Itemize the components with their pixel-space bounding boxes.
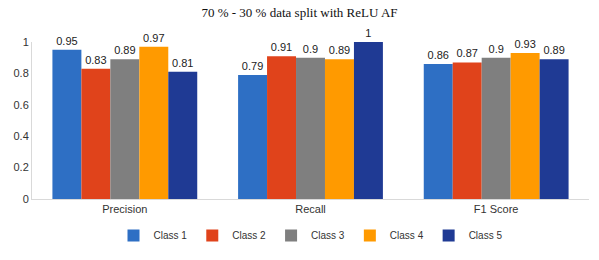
- svg-text:0.93: 0.93: [514, 38, 535, 50]
- svg-text:Class 3: Class 3: [311, 230, 345, 241]
- svg-text:70 % - 30 % data split with Re: 70 % - 30 % data split with ReLU AF: [201, 5, 397, 20]
- svg-text:0: 0: [23, 193, 29, 205]
- svg-text:Recall: Recall: [295, 203, 326, 215]
- svg-text:1: 1: [23, 36, 29, 48]
- svg-text:Class 5: Class 5: [469, 230, 503, 241]
- svg-text:0.8: 0.8: [14, 67, 29, 79]
- svg-text:0.89: 0.89: [114, 44, 135, 56]
- svg-text:0.91: 0.91: [271, 41, 292, 53]
- svg-text:Class 1: Class 1: [154, 230, 188, 241]
- svg-text:0.86: 0.86: [428, 49, 449, 61]
- svg-text:0.95: 0.95: [56, 35, 77, 47]
- svg-text:F1 Score: F1 Score: [474, 203, 519, 215]
- svg-text:1: 1: [365, 27, 371, 39]
- svg-text:0.4: 0.4: [14, 130, 29, 142]
- svg-text:0.9: 0.9: [303, 43, 318, 55]
- svg-text:0.79: 0.79: [242, 60, 263, 72]
- svg-text:0.89: 0.89: [329, 44, 350, 56]
- svg-text:0.97: 0.97: [143, 32, 164, 44]
- svg-text:0.81: 0.81: [172, 57, 193, 69]
- svg-text:0.89: 0.89: [543, 44, 564, 56]
- svg-text:0.87: 0.87: [456, 47, 477, 59]
- svg-text:Class 2: Class 2: [232, 230, 266, 241]
- svg-text:0.83: 0.83: [85, 54, 106, 66]
- svg-text:0.9: 0.9: [489, 43, 504, 55]
- svg-text:0.2: 0.2: [14, 161, 29, 173]
- svg-text:Class 4: Class 4: [390, 230, 424, 241]
- svg-text:Precision: Precision: [102, 203, 147, 215]
- svg-text:0.6: 0.6: [14, 99, 29, 111]
